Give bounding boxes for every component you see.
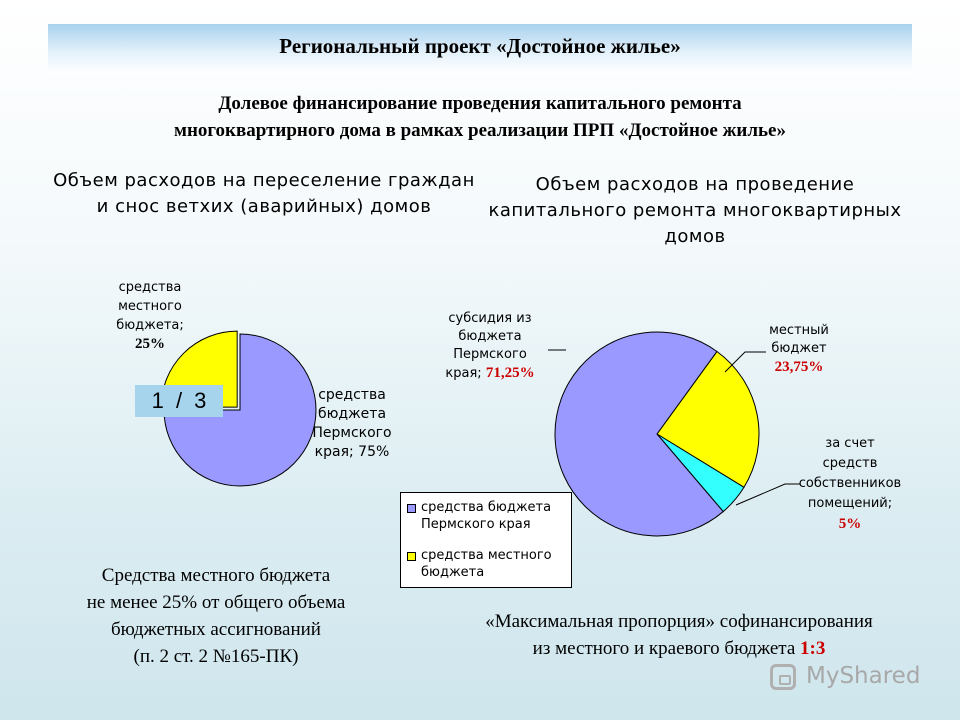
watermark: MyShared xyxy=(770,660,930,696)
note-right-line-2-text: из местного и краевого бюджета xyxy=(532,638,801,659)
right-chart-title: Объем расходов на проведение капитальног… xyxy=(470,172,920,250)
watermark-text: MyShared xyxy=(806,663,921,689)
right-subsidy-line-1: субсидия из xyxy=(448,311,532,326)
note-left-line-4: (п. 2 ст. 2 №165-ПК) xyxy=(133,646,299,667)
note-right-line-1: «Максимальная пропорция» софинансировани… xyxy=(485,611,873,632)
note-left: Средства местного бюджета не менее 25% о… xyxy=(30,562,402,670)
left-regional-line-3: Пермского xyxy=(312,425,392,441)
right-slice-label-owners: за счет средств собственников помещений;… xyxy=(794,434,906,534)
legend-text-local: средства местного бюджета xyxy=(421,547,571,581)
left-local-line-1: средства xyxy=(118,280,182,295)
legend-regional-line-1: средства бюджета xyxy=(421,500,552,515)
left-chart-title: Объем расходов на переселение граждан и … xyxy=(38,168,490,220)
right-subsidy-line-2: бюджета xyxy=(458,329,522,344)
right-pie xyxy=(554,331,760,537)
leader-line-owners xyxy=(735,483,800,506)
right-pie-slice-0 xyxy=(656,350,760,488)
left-chart-title-line-1: Объем расходов на переселение граждан xyxy=(53,170,475,191)
leader-line-local xyxy=(724,351,766,373)
legend-regional-line-2: Пермского края xyxy=(421,517,531,532)
right-owners-line-2: средств xyxy=(822,456,878,471)
legend-swatch-regional xyxy=(407,504,416,513)
right-slice-label-subsidy: субсидия из бюджета Пермского края; 71,2… xyxy=(428,310,552,383)
subtitle-line-2: многоквартирного дома в рамках реализаци… xyxy=(174,120,786,141)
left-local-pct: 25% xyxy=(135,336,165,352)
right-subsidy-line-4: края; 71,25% xyxy=(428,364,552,383)
note-right: «Максимальная пропорция» софинансировани… xyxy=(424,608,934,662)
left-chart-title-line-2: и снос ветхих (аварийных) домов xyxy=(96,196,432,217)
right-local-pct: 23,75% xyxy=(774,359,824,375)
left-local-line-2: местного xyxy=(118,299,182,314)
legend-local-line-2: бюджета xyxy=(421,565,485,580)
right-chart-title-line-1: Объем расходов на проведение xyxy=(535,174,855,195)
left-regional-line-2: бюджета xyxy=(317,406,387,422)
note-left-line-2: не менее 25% от общего объема xyxy=(86,592,346,613)
right-chart-title-line-3: домов xyxy=(664,226,726,247)
left-pie-slice-1 xyxy=(163,333,317,487)
legend-local-line-1: средства местного xyxy=(421,548,552,563)
right-subsidy-pct: 71,25% xyxy=(485,365,535,381)
note-right-line-2: из местного и краевого бюджета 1:3 xyxy=(424,635,934,662)
slide-subtitle: Долевое финансирование проведения капита… xyxy=(60,90,900,144)
left-regional-line-1: средства xyxy=(318,387,386,403)
right-chart-title-line-2: капитального ремонта многоквартирных xyxy=(488,200,902,221)
legend-text-regional: средства бюджета Пермского края xyxy=(421,499,571,533)
left-slice-label-local: средства местного бюджета; 25% xyxy=(100,278,200,354)
right-local-line-2: бюджет xyxy=(771,341,827,356)
left-slice-label-regional: средства бюджета Пермского края; 75% xyxy=(302,386,402,462)
note-right-ratio: 1:3 xyxy=(800,638,826,659)
slide-title: Региональный проект «Достойное жилье» xyxy=(279,34,681,58)
right-owners-line-3: собственников xyxy=(798,476,902,491)
right-owners-line-1: за счет xyxy=(825,436,875,451)
right-owners-line-4: помещений; xyxy=(807,496,893,511)
left-regional-line-4: края; 75% xyxy=(314,444,390,460)
right-local-line-1: местный xyxy=(769,323,829,338)
note-left-line-1: Средства местного бюджета xyxy=(101,565,331,586)
subtitle-line-1: Долевое финансирование проведения капита… xyxy=(218,93,742,114)
right-slice-label-local: местный бюджет 23,75% xyxy=(756,322,842,376)
title-band xyxy=(48,24,912,74)
chart-legend: средства бюджета Пермского края средства… xyxy=(400,492,572,588)
left-local-line-3: бюджета; xyxy=(116,318,184,333)
camera-icon xyxy=(770,664,796,690)
ratio-box: 1 / 3 xyxy=(135,385,223,417)
right-pie-slice-2 xyxy=(554,331,724,537)
note-left-line-3: бюджетных ассигнований xyxy=(111,619,321,640)
legend-swatch-local xyxy=(407,552,416,561)
right-owners-pct: 5% xyxy=(838,516,862,532)
right-subsidy-label-end: края; xyxy=(445,366,482,381)
right-subsidy-line-3: Пермского xyxy=(453,347,527,362)
